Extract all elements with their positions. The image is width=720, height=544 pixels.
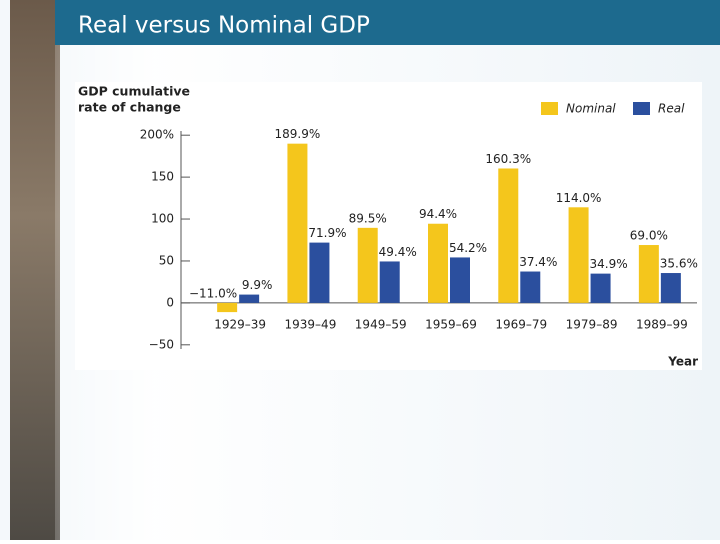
- value-label: 37.4%: [519, 255, 557, 269]
- x-tick-label: 1929–39: [214, 318, 266, 332]
- x-tick-label: 1959–69: [425, 318, 477, 332]
- bar: [379, 261, 400, 303]
- bar: [357, 227, 378, 303]
- value-label: 9.9%: [242, 278, 273, 292]
- x-tick-label: 1979–89: [566, 318, 618, 332]
- y-tick-label: 200%: [140, 128, 174, 142]
- y-axis-title: GDP cumulative: [78, 84, 190, 99]
- bar: [309, 242, 330, 303]
- chart-panel: [75, 82, 702, 370]
- value-label: 114.0%: [556, 191, 602, 205]
- value-label: 160.3%: [485, 152, 531, 166]
- value-label: 69.0%: [630, 229, 668, 243]
- x-tick-label: 1989–99: [636, 318, 688, 332]
- bar: [450, 257, 470, 303]
- value-label: 54.2%: [449, 241, 487, 255]
- bar: [590, 273, 611, 303]
- photo-strip: [10, 0, 60, 540]
- chart: GDP cumulative rate of change Year −50 0 5…: [78, 84, 698, 369]
- x-tick-label: 1969–79: [495, 318, 547, 332]
- x-axis-title: Year: [667, 355, 698, 369]
- slide-title: Real versus Nominal GDP: [78, 13, 370, 39]
- y-tick-label: 150: [151, 170, 174, 184]
- value-label: −11.0%: [189, 286, 237, 300]
- legend-label: Real: [658, 102, 685, 116]
- legend-swatch: [633, 102, 650, 115]
- bar: [638, 245, 659, 303]
- y-tick-label: 100: [151, 212, 174, 226]
- bar: [568, 207, 589, 303]
- legend-label: Nominal: [566, 102, 616, 116]
- title-bar: [55, 0, 720, 45]
- y-axis-title: rate of change: [78, 100, 181, 115]
- value-label: 35.6%: [660, 257, 698, 271]
- bar: [520, 271, 541, 303]
- value-label: 71.9%: [308, 226, 346, 240]
- y-tick-label: 50: [159, 253, 174, 267]
- bar: [498, 168, 519, 303]
- bar: [660, 273, 681, 303]
- bar: [428, 223, 448, 303]
- value-label: 94.4%: [419, 207, 457, 221]
- bar: [287, 143, 308, 303]
- value-label: 34.9%: [590, 257, 628, 271]
- value-label: 89.5%: [349, 211, 387, 225]
- value-label: 189.9%: [275, 127, 321, 141]
- value-label: 49.4%: [379, 245, 417, 259]
- x-tick-label: 1939–49: [285, 318, 337, 332]
- bar: [217, 302, 238, 313]
- legend-swatch: [541, 102, 558, 115]
- y-tick-label: −50: [149, 337, 174, 351]
- bar: [239, 294, 260, 303]
- x-tick-label: 1949–59: [355, 318, 407, 332]
- y-tick-label: 0: [166, 295, 174, 309]
